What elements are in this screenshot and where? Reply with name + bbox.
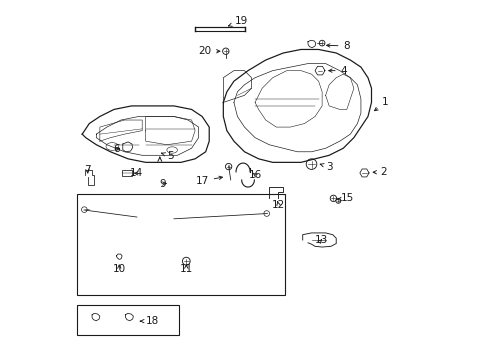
Text: 6: 6	[113, 144, 120, 154]
Text: 20: 20	[198, 46, 220, 56]
Text: 15: 15	[337, 193, 353, 203]
Text: 5: 5	[161, 151, 173, 161]
Text: 4: 4	[328, 66, 346, 76]
Text: 14: 14	[130, 168, 143, 178]
Text: 11: 11	[179, 264, 193, 274]
Text: 10: 10	[112, 264, 125, 274]
Text: 18: 18	[140, 316, 159, 326]
Text: 2: 2	[372, 167, 386, 177]
Text: 19: 19	[228, 16, 247, 26]
Text: 7: 7	[84, 166, 91, 175]
Text: 12: 12	[271, 200, 285, 210]
Text: 17: 17	[195, 176, 222, 186]
Text: 1: 1	[374, 98, 388, 111]
Text: 8: 8	[326, 41, 349, 51]
Bar	[77, 305, 179, 335]
Bar	[122, 170, 131, 176]
Text: 3: 3	[320, 162, 332, 172]
Bar	[77, 194, 285, 294]
Text: 9: 9	[159, 179, 165, 189]
Text: 13: 13	[314, 235, 327, 245]
Text: 16: 16	[248, 170, 261, 180]
